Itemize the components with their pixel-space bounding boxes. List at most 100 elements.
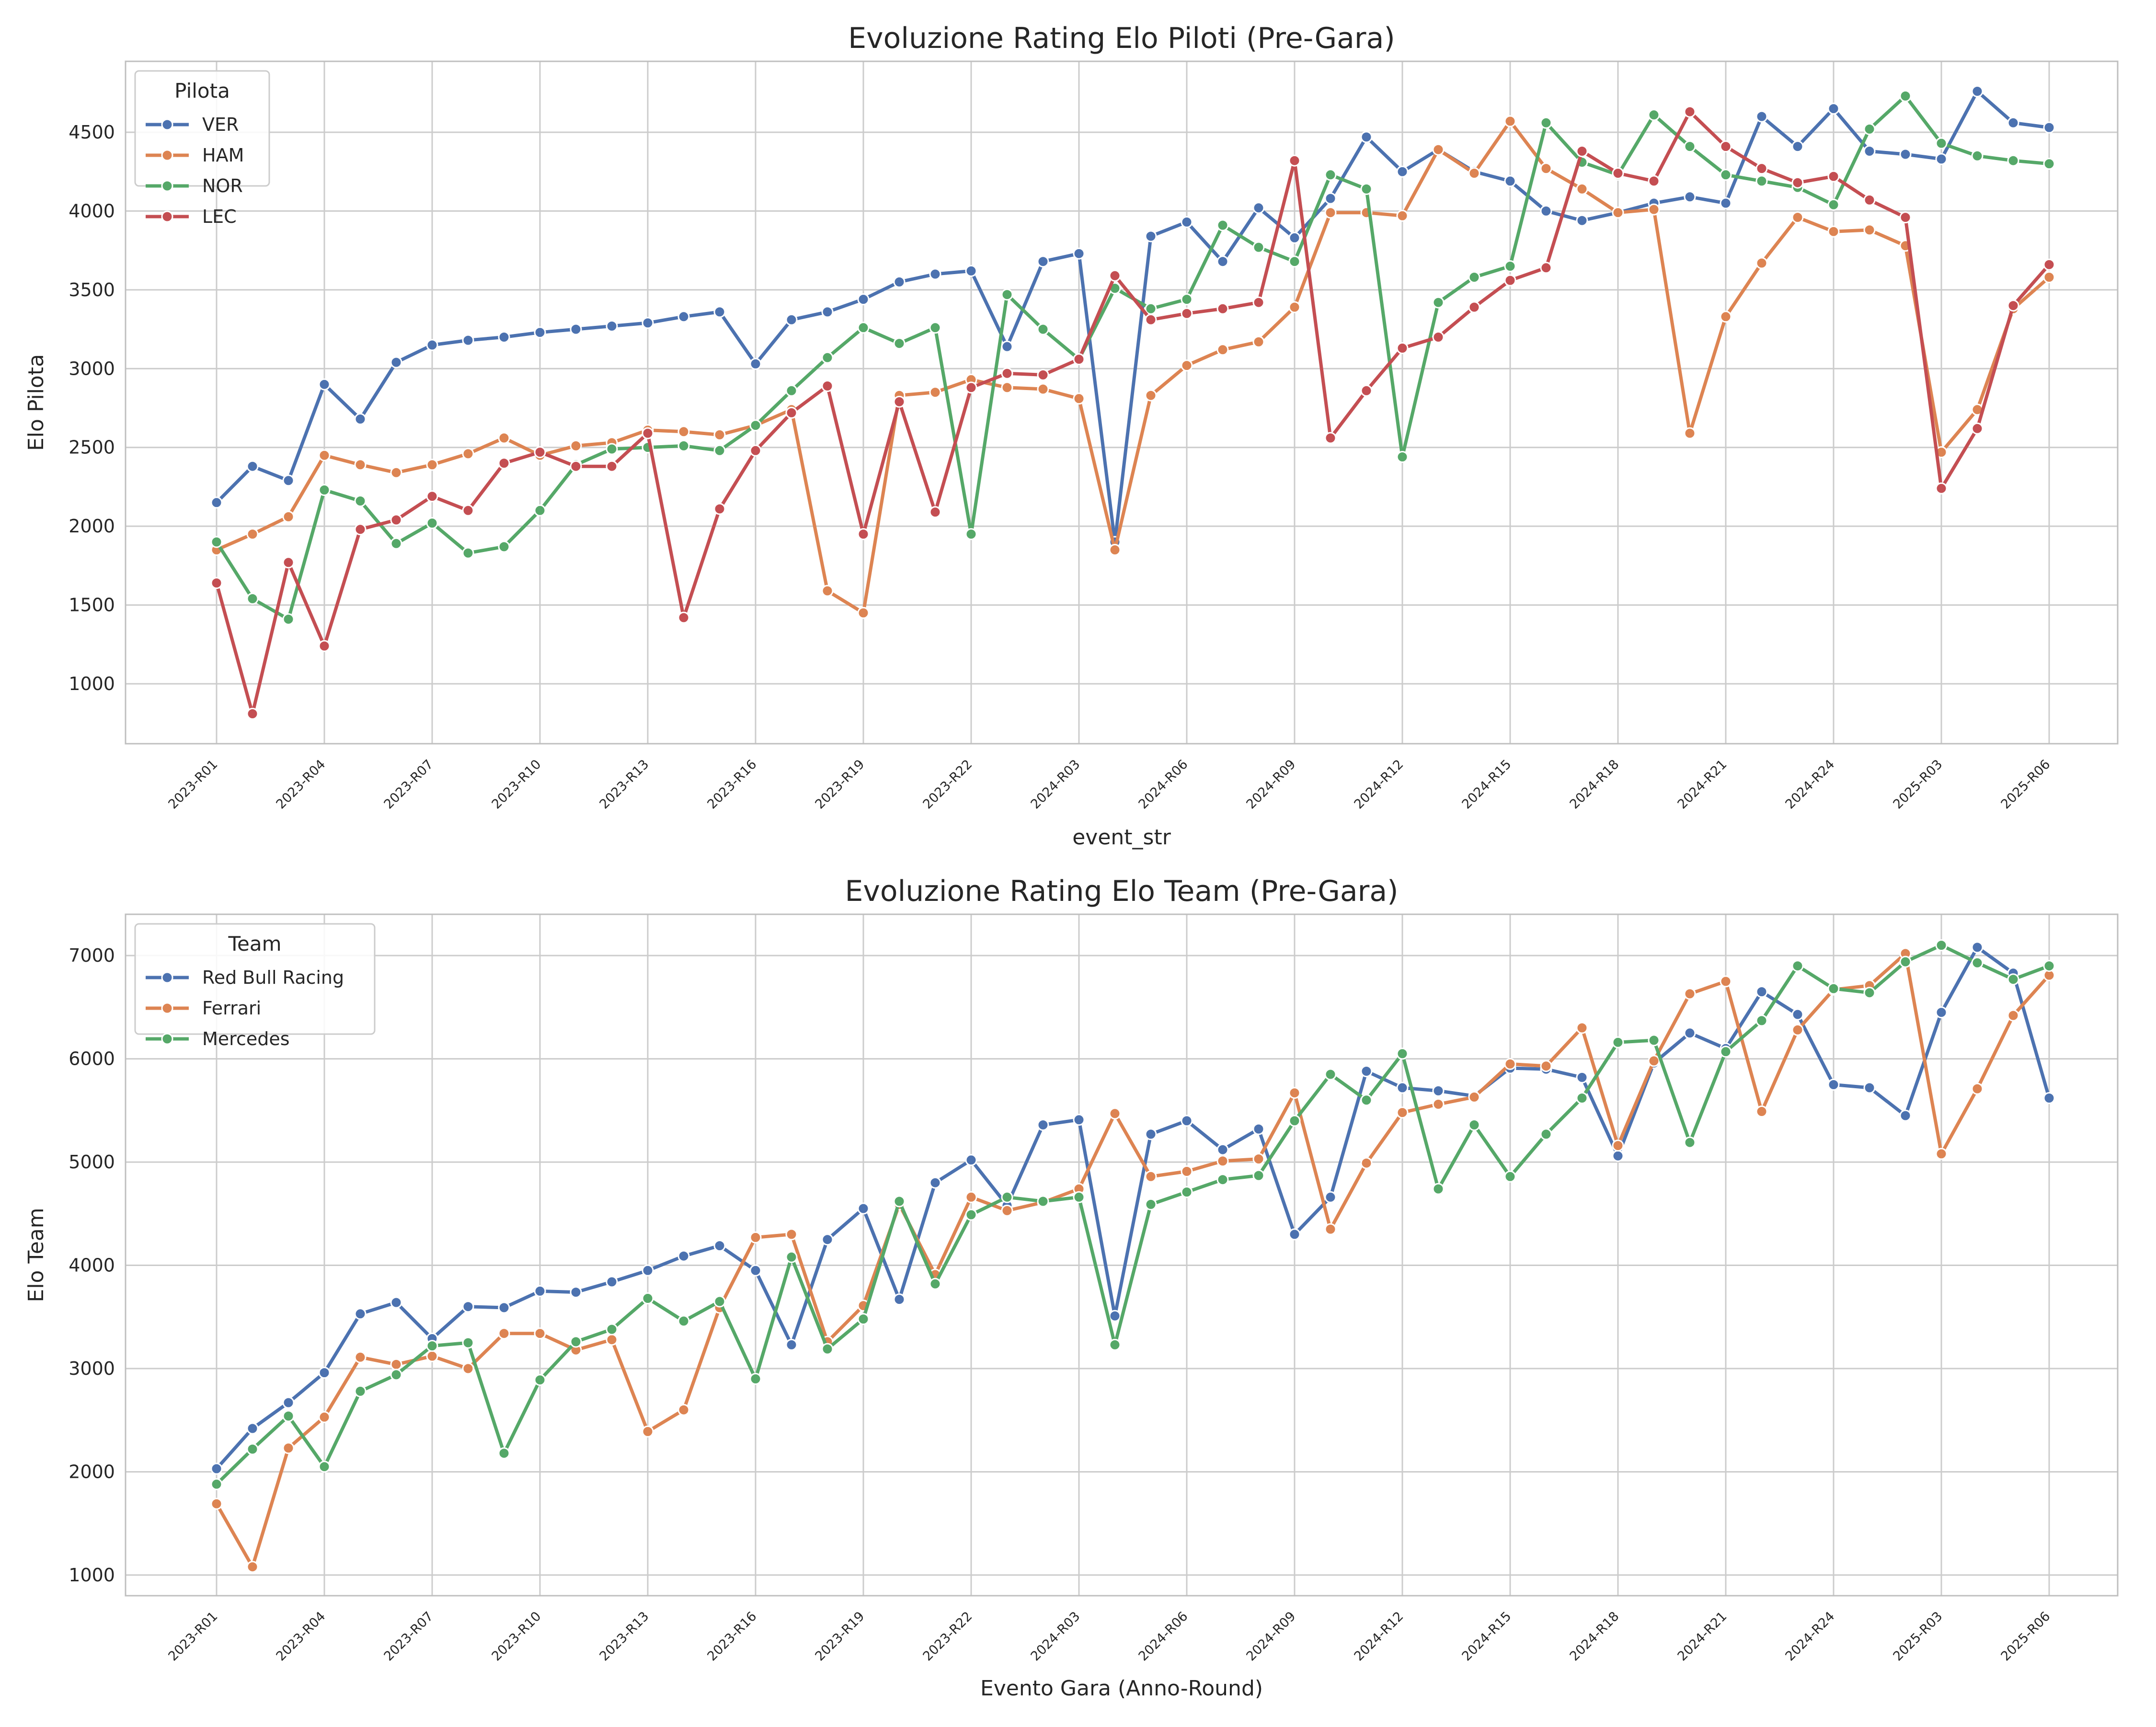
- data-point: [1145, 1128, 1157, 1140]
- data-point: [677, 1315, 690, 1327]
- data-point: [677, 1404, 690, 1416]
- data-point: [1684, 105, 1696, 118]
- legend-entry: VER: [202, 114, 239, 135]
- data-point: [534, 504, 546, 517]
- data-point: [282, 474, 295, 487]
- data-point: [1145, 302, 1157, 315]
- series-line: [215, 90, 2050, 544]
- data-point: [318, 378, 331, 391]
- data-point: [1612, 1140, 1624, 1152]
- data-point: [282, 1442, 295, 1454]
- data-point: [821, 380, 834, 392]
- data-point: [1181, 359, 1193, 372]
- data-point: [1288, 301, 1301, 313]
- data-point: [2043, 271, 2055, 283]
- x-tick-label: 2024-R24: [1783, 1609, 1838, 1664]
- data-point: [1612, 1036, 1624, 1048]
- data-point: [570, 323, 582, 335]
- y-tick-label: 1500: [69, 595, 115, 616]
- data-point: [2043, 158, 2055, 170]
- data-point: [2043, 121, 2055, 134]
- data-point: [1504, 1170, 1516, 1183]
- data-point: [929, 506, 941, 518]
- data-point: [785, 1338, 798, 1351]
- data-point: [498, 331, 510, 343]
- data-point: [282, 1410, 295, 1422]
- x-tick-label: 2024-R03: [1028, 757, 1083, 812]
- data-point: [965, 1154, 977, 1166]
- data-point: [1576, 1092, 1588, 1104]
- data-point: [2043, 960, 2055, 972]
- data-point: [1216, 219, 1229, 231]
- data-point: [1468, 1091, 1480, 1103]
- x-tick-label: 2024-R09: [1244, 1609, 1299, 1664]
- data-point: [1252, 202, 1265, 214]
- data-point: [246, 1561, 259, 1573]
- x-tick-label: 2024-R18: [1567, 1609, 1622, 1664]
- x-tick-label: 2025-R03: [1891, 757, 1946, 812]
- data-point: [1791, 960, 1804, 972]
- y-tick-label: 3000: [69, 1358, 115, 1379]
- data-point: [1684, 1027, 1696, 1039]
- data-point: [1720, 169, 1732, 181]
- data-point: [1109, 1107, 1121, 1120]
- legend-swatch-marker: [161, 1002, 173, 1014]
- data-point: [821, 306, 834, 318]
- legend-entry: Ferrari: [202, 998, 261, 1019]
- data-point: [426, 517, 438, 530]
- data-point: [1827, 170, 1840, 183]
- data-point: [785, 1228, 798, 1241]
- data-point: [2007, 1009, 2019, 1022]
- data-point: [893, 1195, 906, 1208]
- data-point: [1396, 342, 1409, 354]
- data-point: [1648, 203, 1660, 216]
- data-point: [893, 395, 906, 408]
- data-point: [1576, 145, 1588, 157]
- data-point: [426, 459, 438, 471]
- data-point: [246, 592, 259, 605]
- data-point: [1468, 301, 1480, 313]
- data-point: [1037, 255, 1049, 268]
- x-tick-label: 2023-R19: [813, 757, 868, 812]
- data-point: [1001, 381, 1013, 394]
- series-line: [215, 944, 2050, 1485]
- data-point: [1324, 169, 1337, 181]
- data-point: [534, 446, 546, 459]
- data-point: [677, 439, 690, 452]
- data-point: [1181, 293, 1193, 306]
- data-point: [1684, 988, 1696, 1000]
- x-tick-label: 2023-R16: [705, 1609, 760, 1664]
- data-point: [390, 514, 402, 526]
- data-point: [1720, 197, 1732, 209]
- data-point: [570, 1286, 582, 1299]
- data-point: [534, 1285, 546, 1297]
- data-point: [1073, 1191, 1085, 1203]
- data-point: [1432, 1098, 1445, 1110]
- x-tick-label: 2024-R18: [1567, 757, 1622, 812]
- x-tick-label: 2024-R24: [1783, 757, 1838, 812]
- series-line: [215, 945, 2051, 1470]
- data-point: [1073, 1114, 1085, 1126]
- data-point: [498, 1301, 510, 1314]
- data-point: [210, 496, 223, 509]
- x-axis-label: Evento Gara (Anno-Round): [980, 1676, 1263, 1701]
- data-point: [1324, 192, 1337, 205]
- data-point: [1288, 1115, 1301, 1127]
- data-point: [1073, 353, 1085, 366]
- data-point: [929, 322, 941, 334]
- x-tick-label: 2024-R15: [1459, 757, 1514, 812]
- data-point: [1612, 1150, 1624, 1162]
- data-point: [426, 1350, 438, 1362]
- data-point: [1360, 183, 1373, 195]
- series-red-bull-racing: [210, 941, 2055, 1475]
- data-point: [677, 426, 690, 438]
- data-point: [390, 1296, 402, 1309]
- data-point: [570, 439, 582, 452]
- data-point: [246, 1443, 259, 1455]
- data-point: [1791, 176, 1804, 189]
- y-tick-label: 2500: [69, 437, 115, 458]
- data-point: [210, 536, 223, 548]
- data-point: [210, 577, 223, 589]
- x-tick-label: 2023-R22: [920, 1609, 975, 1664]
